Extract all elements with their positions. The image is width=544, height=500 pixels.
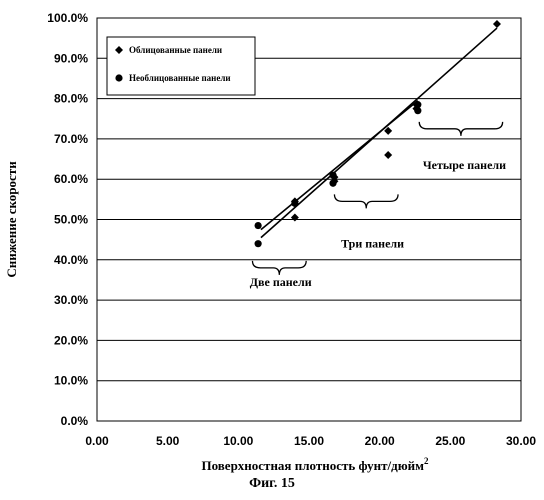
legend: Облицованные панели Необлицованные панели <box>107 37 255 95</box>
y-tick-label: 20.0% <box>54 333 88 347</box>
data-point <box>329 172 336 179</box>
y-tick-label: 30.0% <box>54 293 88 307</box>
legend-marker <box>115 74 122 81</box>
x-axis-title-text: Поверхностная плотность фунт/дюйм <box>201 458 424 473</box>
trendline <box>261 101 418 230</box>
annotation-label: Две панели <box>250 275 312 289</box>
data-point <box>414 107 421 114</box>
x-tick-label: 0.00 <box>85 434 109 448</box>
data-point <box>329 180 336 187</box>
y-tick-label: 80.0% <box>54 92 88 106</box>
y-tick-label: 0.0% <box>61 414 89 428</box>
x-tick-label: 5.00 <box>156 434 180 448</box>
y-tick-label: 60.0% <box>54 172 88 186</box>
data-point <box>291 200 298 207</box>
x-tick-label: 30.00 <box>506 434 536 448</box>
x-axis-title: Поверхностная плотность фунт/дюйм2 <box>201 456 429 473</box>
x-tick-label: 10.00 <box>223 434 253 448</box>
data-point <box>493 20 501 28</box>
x-tick-label: 20.00 <box>365 434 395 448</box>
x-axis-title-superscript: 2 <box>424 456 429 466</box>
y-tick-label: 100.0% <box>47 11 88 25</box>
legend-label: Необлицованные панели <box>129 73 231 83</box>
figure-caption: Фиг. 15 <box>0 476 544 492</box>
x-tick-label: 25.00 <box>435 434 465 448</box>
data-point <box>384 151 392 159</box>
data-point <box>291 213 299 221</box>
x-tick-labels: 0.00 5.00 10.00 15.00 20.00 25.00 30.00 <box>85 434 536 448</box>
legend-label: Облицованные панели <box>129 45 222 55</box>
annotations: Две панели Три панели Четыре панели <box>250 122 506 289</box>
y-tick-label: 50.0% <box>54 213 88 227</box>
y-axis-title: Снижение скорости <box>4 161 19 278</box>
annotation-brace <box>419 122 502 136</box>
data-point <box>255 240 262 247</box>
data-point <box>255 222 262 229</box>
annotation-brace <box>334 194 398 208</box>
y-tick-labels: 0.0% 10.0% 20.0% 30.0% 40.0% 50.0% 60.0% 70.0% 8… <box>47 11 88 428</box>
annotation-brace <box>252 261 306 275</box>
y-tick-label: 70.0% <box>54 132 88 146</box>
annotation-label: Три панели <box>341 237 404 251</box>
annotation-label: Четыре панели <box>423 158 506 172</box>
y-tick-label: 90.0% <box>54 51 88 65</box>
x-tick-label: 15.00 <box>294 434 324 448</box>
y-tick-label: 10.0% <box>54 374 88 388</box>
y-tick-label: 40.0% <box>54 253 88 267</box>
